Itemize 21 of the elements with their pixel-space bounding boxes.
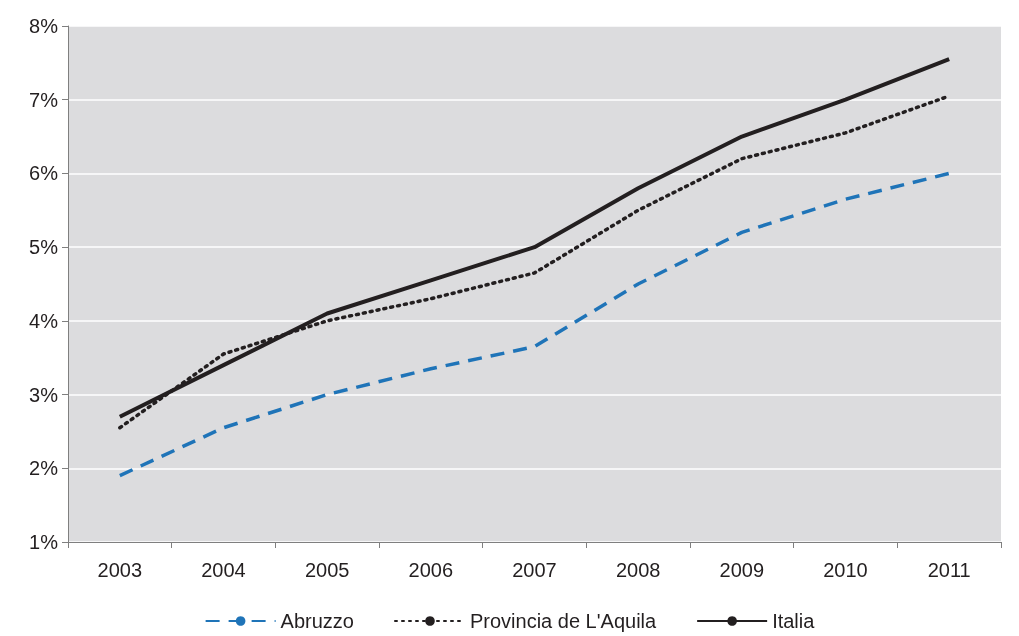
line-series: [118, 171, 951, 478]
x-tick-label: 2006: [408, 559, 454, 581]
x-tick-label: 2005: [304, 559, 350, 581]
legend-label: Provincia de L'Aquila: [469, 610, 658, 632]
x-tick-label: 2010: [823, 559, 868, 581]
legend-label: Abruzzo: [280, 610, 354, 632]
y-tick-label: 3%: [29, 383, 59, 406]
y-tick-label: 1%: [29, 531, 59, 553]
y-tick-label: 5%: [29, 236, 59, 259]
y-tick-label: 8%: [29, 15, 59, 37]
x-tick-label: 2008: [615, 559, 661, 581]
x-tick-label: 2011: [927, 559, 971, 581]
y-tick-label: 2%: [29, 457, 59, 480]
legend-label: Italia: [772, 610, 816, 632]
x-tick-label: 2003: [97, 559, 143, 581]
x-tick-label: 2004: [201, 559, 246, 581]
y-tick-label: 4%: [29, 309, 59, 332]
y-tick-label: 6%: [29, 162, 59, 185]
x-tick-label: 2009: [719, 559, 765, 581]
x-tick-label: 2007: [512, 559, 557, 581]
y-tick-label: 7%: [29, 88, 59, 111]
